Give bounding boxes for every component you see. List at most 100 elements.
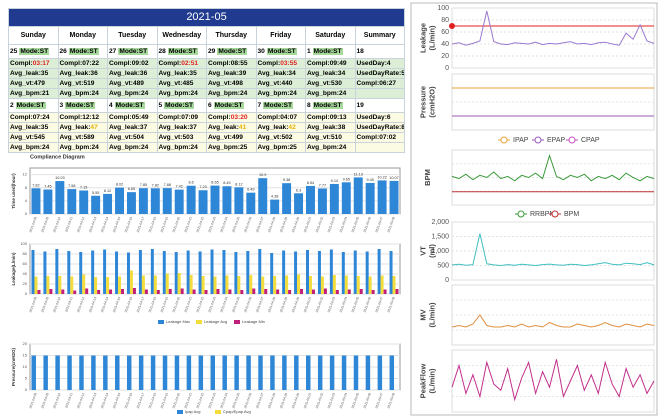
y-axis-label: Leakage(L/min) (11, 252, 16, 286)
day-data: Avg_leak:42 (255, 122, 306, 133)
bar (395, 289, 399, 294)
bar (213, 276, 217, 294)
day-data: Avg_vt:485 (156, 78, 207, 89)
day-data: Avg_leak:36 (107, 68, 158, 79)
stat-value: 24 (339, 90, 347, 97)
x-tick-label: 2021-05-05 (351, 216, 360, 233)
bar (43, 251, 47, 294)
bar (365, 251, 369, 294)
bar (300, 289, 304, 294)
bar (270, 253, 274, 294)
bar (306, 185, 315, 214)
data-label: 9.38 (283, 178, 290, 182)
day-data: Avg_bpm:24 (156, 88, 207, 99)
stat-value: 504 (132, 134, 144, 141)
bar (320, 276, 324, 294)
x-tick-label: 2021-04-19 (160, 216, 169, 233)
stat-label: Avg_bpm: (158, 144, 191, 151)
day-cell: 26 Mode:ST (57, 44, 108, 59)
x-tick-label: 2021-04-19 (160, 296, 169, 313)
bar (282, 250, 286, 294)
stat-value: 24 (240, 90, 248, 97)
day-data: Avg_vt:530 (305, 78, 356, 89)
stat-value: 41 (238, 124, 247, 131)
stat-value: 02:51 (181, 60, 199, 67)
bar (162, 188, 172, 214)
day-data: Avg_vt:504 (107, 132, 158, 143)
stat-value: 24 (289, 90, 297, 97)
bar (234, 355, 239, 390)
day-data: Avg_leak:47 (57, 122, 108, 133)
bar (31, 188, 41, 214)
summary-label: UsedDayRate: (356, 124, 402, 131)
y-tick-label: 60 (441, 29, 449, 36)
panel-frame (410, 2, 658, 416)
legend-marker (534, 136, 542, 144)
bar (79, 252, 83, 294)
day-data: Compl:05:49 (107, 112, 158, 123)
day-data: Avg_leak:41 (206, 122, 257, 133)
y-tick-label: 20 (23, 341, 28, 346)
stat-value: 03:17 (32, 60, 50, 67)
bar (79, 190, 89, 214)
summary-value: 4 (386, 60, 391, 67)
summary-data: Compl:06:27 (354, 78, 405, 89)
stat-label: Compl: (257, 114, 281, 121)
weekday-header: Thursday (206, 26, 257, 45)
bar (344, 275, 348, 294)
stat-value: 07:24 (32, 114, 50, 121)
day-data: Avg_vt:510 (305, 132, 356, 143)
bar (162, 251, 166, 294)
bar (94, 277, 98, 294)
x-tick-label: 2021-05-01 (303, 216, 312, 233)
x-tick-label: 2021-05-07 (374, 296, 383, 313)
legend-swatch (177, 410, 183, 414)
stat-value: 09:13 (329, 114, 347, 121)
bar (67, 251, 71, 294)
x-tick-label: 2021-04-24 (219, 216, 228, 233)
x-tick-label: 2021-04-17 (136, 216, 145, 233)
bar (198, 190, 208, 214)
bar (288, 290, 292, 294)
data-label: 9.65 (343, 177, 350, 181)
y-axis-label: Pressure(cmH2O) (11, 347, 16, 386)
x-tick-label: 2021-04-13 (88, 216, 97, 233)
day-number: 1 (307, 48, 311, 55)
bar (210, 249, 214, 294)
day-row: 2 Mode:ST 3 Mode:ST 4 Mode:ST 5 Mode:ST 6 Mode:ST… (8, 98, 405, 113)
stat-label: Avg_bpm: (257, 144, 290, 151)
day-data: Avg_vt:502 (255, 132, 306, 143)
x-tick-label: 2021-04-26 (243, 296, 252, 313)
x-tick-label: 2021-04-08 (28, 392, 37, 409)
y-tick-label: 12 (23, 172, 28, 177)
bar (144, 289, 148, 294)
bar (341, 355, 347, 390)
bar (234, 252, 238, 294)
bar (222, 250, 226, 294)
bar (138, 250, 142, 294)
day-data: Compl:07:09 (156, 112, 207, 123)
y-tick-label: 0 (445, 65, 449, 72)
stat-label: Avg_leak: (158, 124, 190, 131)
bar (276, 289, 280, 294)
data-label: 4.38 (271, 195, 278, 199)
bar (67, 189, 77, 214)
stat-label: Avg_leak: (158, 70, 190, 77)
stat-value: 519 (83, 80, 95, 87)
day-data: Avg_leak:36 (57, 68, 108, 79)
stat-value: 510 (330, 134, 342, 141)
bar (210, 355, 215, 390)
x-tick-label: 2021-04-23 (207, 296, 216, 313)
x-tick-label: 2021-05-03 (327, 216, 336, 233)
bar (91, 195, 101, 214)
weekday-header: Monday (57, 26, 108, 45)
x-tick-label: 2021-04-18 (148, 296, 157, 313)
x-tick-label: 2021-04-18 (148, 392, 157, 409)
stat-label: Avg_bpm: (307, 90, 339, 97)
bar (297, 274, 301, 294)
x-tick-label: 2021-04-21 (184, 296, 193, 313)
bar (258, 249, 262, 294)
stat-label: Compl: (208, 114, 231, 121)
stat-value: 545 (33, 134, 45, 141)
summary-value: 6 (386, 114, 391, 121)
